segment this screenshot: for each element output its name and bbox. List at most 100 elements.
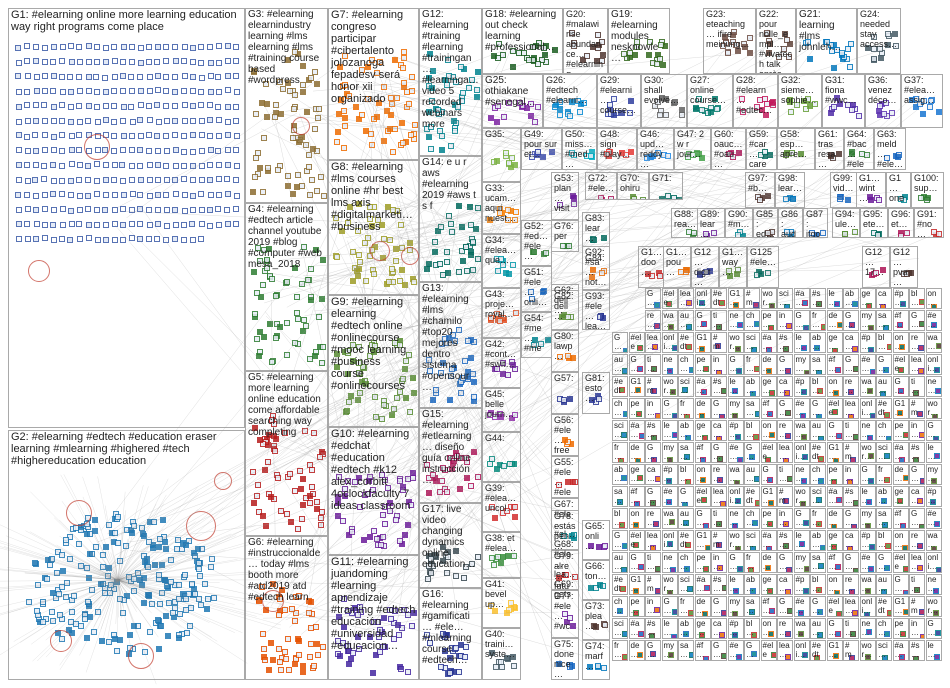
graph-node [902, 545, 908, 550]
graph-node [899, 300, 906, 307]
graph-node [155, 571, 162, 578]
graph-node [59, 552, 66, 559]
graph-node [273, 334, 280, 341]
graph-node [77, 563, 84, 570]
graph-node [816, 632, 823, 638]
graph-node [671, 432, 677, 439]
graph-node [307, 296, 314, 303]
graph-node [688, 610, 693, 616]
group-label-g99: G99: vid… [833, 173, 856, 193]
graph-node [678, 112, 685, 119]
graph-node [44, 556, 51, 563]
group-panel-micro: G… [843, 508, 859, 529]
graph-node [683, 630, 690, 637]
group-panel-micro: fr… [612, 442, 628, 463]
graph-node [425, 357, 432, 364]
graph-node [830, 103, 837, 110]
graph-node [892, 30, 899, 37]
graph-node [197, 235, 204, 242]
group-panel-micro: sa… [810, 552, 826, 573]
graph-node [111, 207, 118, 214]
graph-node [154, 207, 161, 214]
graph-node [202, 581, 209, 588]
group-panel-micro: on… [826, 574, 843, 595]
graph-node [635, 387, 642, 394]
graph-node [189, 177, 196, 184]
graph-node [562, 436, 569, 443]
graph-node [913, 457, 920, 462]
graph-node [446, 654, 453, 661]
group-panel-g60: G60: oauc… #oau… [711, 128, 746, 170]
graph-node [509, 63, 516, 70]
group-panel-g65: G65: onli… [582, 520, 610, 560]
graph-node [834, 589, 841, 594]
graph-node [785, 410, 792, 417]
group-panel-g44: G44: [482, 432, 521, 482]
graph-node [181, 118, 188, 125]
graph-node [207, 59, 214, 66]
graph-node [716, 521, 723, 528]
graph-node [75, 541, 82, 548]
group-panel-micro: G… [876, 552, 892, 573]
graph-node [296, 592, 303, 599]
graph-node [172, 117, 179, 124]
graph-node [25, 236, 32, 243]
graph-node [751, 651, 758, 658]
graph-node [521, 49, 528, 56]
group-panel-micro: my… [859, 508, 876, 529]
group-label-g125: G125 #ele… [750, 247, 777, 267]
group-panel-micro: ab… [876, 486, 892, 507]
graph-node [260, 630, 267, 637]
group-panel-micro: sa… [678, 640, 694, 661]
graph-node [933, 521, 940, 528]
graph-node [816, 369, 823, 374]
group-panel-micro: re… [777, 618, 793, 639]
graph-node [447, 373, 454, 380]
graph-node [628, 149, 635, 156]
graph-node [734, 231, 741, 237]
graph-node [534, 103, 541, 110]
graph-node [68, 207, 75, 214]
graph-node [378, 416, 385, 423]
graph-node [199, 131, 206, 138]
graph-node [400, 55, 407, 62]
group-panel-micro: #f… [694, 442, 711, 463]
graph-node [312, 247, 319, 254]
group-label-g1: G1: #elearning online more learning educ… [11, 9, 240, 33]
group-panel-micro: G… [628, 354, 645, 375]
graph-node [145, 236, 152, 243]
graph-node [16, 177, 23, 184]
graph-node [91, 517, 98, 524]
graph-node [157, 536, 164, 543]
graph-node [788, 108, 795, 115]
group-panel-g11: G11: #elearning juandoming #learning apr… [328, 555, 419, 680]
graph-node [145, 147, 152, 154]
graph-node [866, 387, 873, 394]
graph-node [172, 103, 179, 110]
group-label-g100: G100: sup… [914, 173, 942, 193]
graph-node [867, 347, 874, 352]
graph-node [189, 207, 196, 214]
graph-node [652, 343, 658, 350]
group-panel-micro: #a… [760, 332, 777, 353]
graph-node [683, 413, 690, 418]
graph-node [445, 73, 452, 80]
graph-node [512, 162, 519, 169]
graph-node [271, 113, 278, 120]
graph-node [120, 132, 127, 139]
graph-node [784, 631, 791, 638]
group-panel-micro: ca… [645, 464, 661, 485]
graph-node [453, 547, 460, 554]
graph-node [124, 593, 131, 600]
graph-node [571, 573, 578, 580]
group-panel-micro: #p… [925, 486, 942, 507]
group-label-g97: G97: #b… [748, 173, 771, 193]
graph-node [264, 265, 271, 272]
graph-node [94, 236, 101, 243]
group-panel-g66: G66: ton… [582, 560, 610, 600]
graph-node [301, 427, 308, 434]
graph-node [157, 623, 164, 630]
graph-node [163, 74, 170, 81]
graph-node [797, 151, 804, 158]
graph-node [711, 95, 718, 102]
